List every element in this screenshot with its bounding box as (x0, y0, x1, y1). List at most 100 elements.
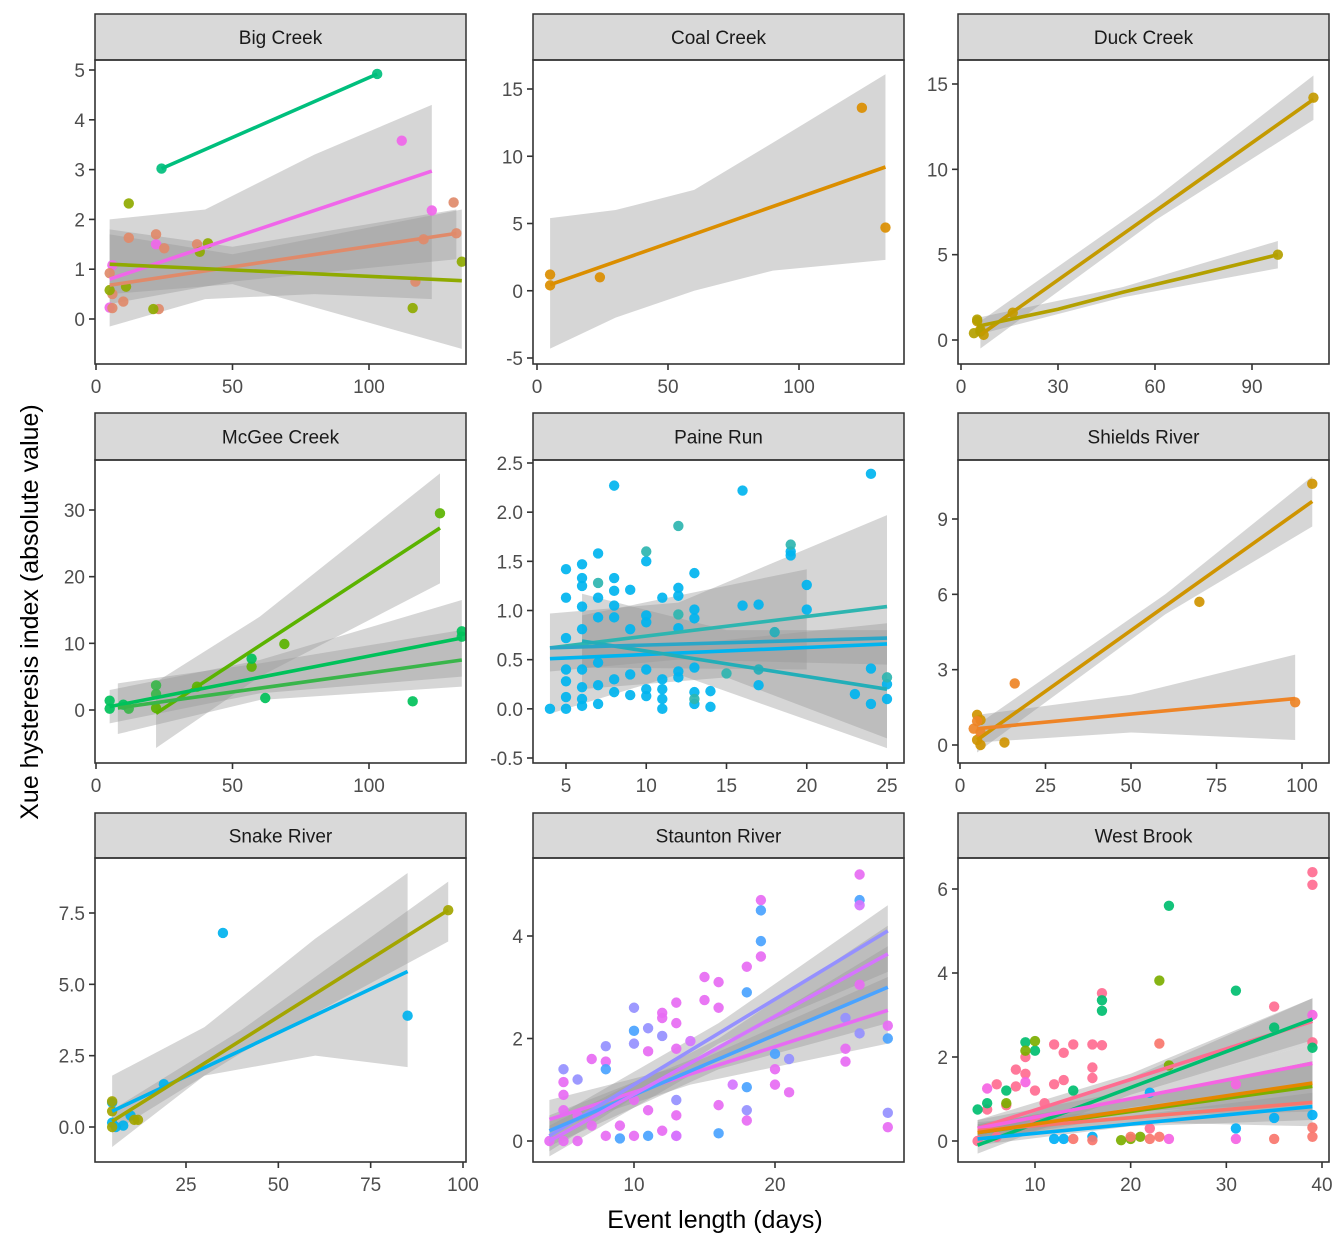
plot-area (972, 867, 1318, 1154)
data-point (673, 520, 684, 532)
data-point (407, 302, 418, 314)
regression-line (548, 929, 889, 1138)
facet-panel: Coal Creek -5 0 5 10 15 0 50 100 (502, 13, 905, 398)
data-point (107, 302, 118, 314)
x-tick-label: 20 (764, 1175, 785, 1196)
y-tick-label: 10 (64, 634, 85, 655)
facet-strip-label: Snake River (229, 827, 333, 848)
regression-line (111, 969, 409, 1113)
y-tick-label: 4 (937, 964, 948, 985)
data-point (104, 267, 115, 279)
y-tick-label: 4 (512, 927, 523, 948)
data-point (608, 480, 620, 491)
data-point (1144, 1123, 1156, 1134)
data-point (673, 609, 684, 620)
data-point (713, 1128, 724, 1139)
plot-area (104, 68, 466, 349)
x-tick-label: 20 (796, 776, 817, 797)
data-point (456, 256, 466, 267)
data-point (865, 468, 877, 480)
data-point (572, 1074, 583, 1085)
data-point (755, 905, 767, 916)
data-point (854, 979, 865, 990)
data-point (560, 564, 572, 575)
data-point (132, 1114, 144, 1126)
data-point (600, 1056, 611, 1067)
data-point (882, 1020, 893, 1031)
data-point (1307, 478, 1318, 490)
data-point (159, 243, 170, 254)
panel-border (532, 857, 905, 1163)
data-point (576, 601, 588, 612)
data-point (657, 703, 668, 715)
y-tick-label: 2 (512, 1030, 523, 1051)
x-tick-label: 60 (1144, 377, 1165, 398)
facet-strip-label: McGee Creek (222, 428, 340, 449)
data-point (402, 1010, 413, 1021)
data-point (981, 1083, 993, 1094)
data-point (1135, 1131, 1146, 1143)
data-point (657, 592, 668, 603)
panel-border (532, 459, 905, 764)
data-point (1307, 1122, 1318, 1133)
y-tick-label: 0.0 (497, 700, 523, 721)
data-point (705, 701, 716, 713)
regression-line (548, 952, 889, 1143)
confidence-band (550, 74, 886, 349)
data-point (600, 1130, 611, 1142)
regression-line (109, 169, 433, 281)
x-tick-label: 100 (447, 1175, 479, 1196)
data-point (671, 997, 682, 1008)
confidence-band (112, 873, 408, 1147)
data-point (558, 1135, 569, 1147)
y-tick-label: 0 (937, 1132, 948, 1153)
data-point (560, 676, 572, 687)
data-point (279, 638, 290, 650)
data-point (1096, 1040, 1108, 1051)
data-point (560, 632, 572, 644)
y-tick-label: 0 (74, 701, 85, 722)
regression-line (109, 231, 457, 287)
regression-line (549, 642, 888, 661)
data-point (592, 698, 604, 710)
data-point (1272, 249, 1284, 260)
data-point (1029, 1045, 1041, 1056)
data-point (1230, 1079, 1242, 1090)
y-tick-label: 0.0 (59, 1118, 85, 1139)
x-tick-label: 10 (1024, 1175, 1045, 1196)
data-point (642, 1105, 654, 1116)
data-point (1058, 1133, 1069, 1145)
x-tick-label: 30 (1047, 377, 1068, 398)
x-tick-label: 20 (1120, 1175, 1141, 1196)
data-point (1009, 678, 1020, 689)
data-point (396, 135, 407, 146)
panel-border (532, 59, 905, 365)
data-point (608, 585, 620, 597)
data-point (769, 1079, 781, 1090)
data-point (840, 1012, 851, 1024)
data-point (783, 1053, 795, 1065)
data-point (753, 599, 764, 610)
data-point (685, 1035, 696, 1047)
y-tick-label: 3 (937, 661, 948, 682)
data-point (1068, 1039, 1079, 1050)
data-point (1307, 1009, 1318, 1021)
regression-line (155, 526, 441, 715)
data-point (1010, 1081, 1022, 1092)
y-tick-label: 2.5 (497, 454, 523, 475)
data-point (1020, 1045, 1031, 1056)
data-point (881, 693, 893, 705)
data-point (699, 971, 710, 983)
data-point (713, 976, 724, 988)
data-point (576, 580, 588, 592)
data-point (971, 314, 983, 325)
data-point (558, 1076, 569, 1088)
y-tick-label: 3 (74, 161, 85, 182)
data-point (671, 1110, 682, 1121)
data-point (560, 592, 572, 603)
data-point (1096, 995, 1108, 1006)
y-tick-label: 1.5 (497, 552, 523, 573)
data-point (991, 1079, 1002, 1090)
data-point (104, 695, 115, 706)
x-tick-label: 30 (1216, 1175, 1237, 1196)
